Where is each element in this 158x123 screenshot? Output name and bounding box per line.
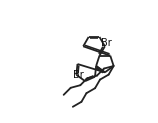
Text: Br: Br <box>101 38 111 48</box>
Text: Br: Br <box>73 70 84 80</box>
